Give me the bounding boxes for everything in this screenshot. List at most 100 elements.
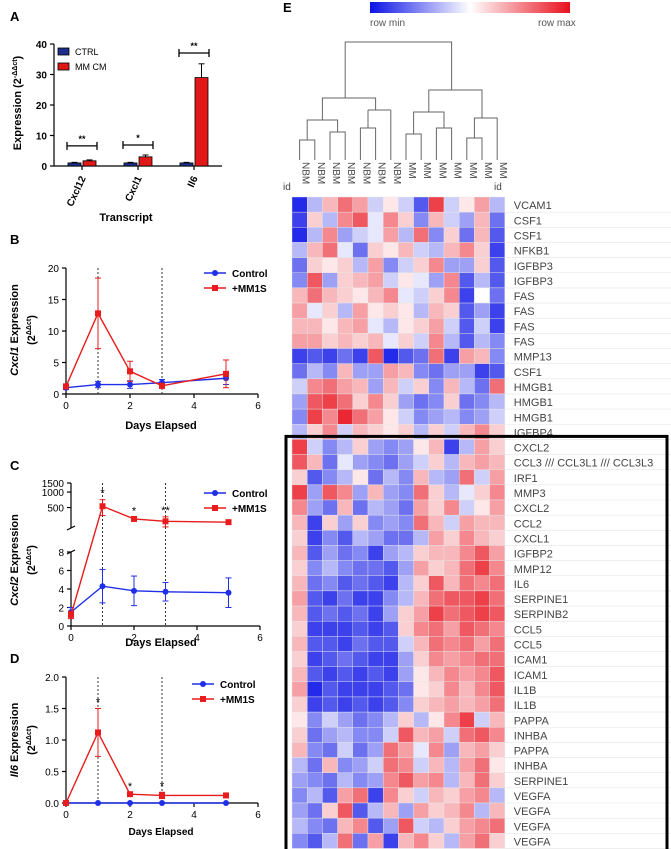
heatmap-cell <box>428 333 445 349</box>
heatmap-cell <box>383 211 399 228</box>
dendrogram-branch <box>321 97 391 120</box>
heatmap-cell <box>352 272 369 289</box>
heatmap-cell <box>398 257 414 273</box>
heatmap-cell <box>322 757 338 773</box>
heatmap-cell <box>443 378 460 395</box>
heatmap-cell <box>322 545 338 561</box>
heatmap-cell <box>367 454 384 470</box>
heatmap-row-label: CCL5 <box>514 624 542 636</box>
heatmap-cell <box>367 393 384 410</box>
heatmap-cell <box>352 727 369 743</box>
panel-a-xtick-label: Cxcl1 <box>123 174 144 203</box>
heatmap-cell <box>337 393 354 410</box>
heatmap-column-label: MM <box>406 162 417 179</box>
heatmap-cell <box>428 454 445 470</box>
heatmap-cell <box>307 287 323 304</box>
heatmap-cell <box>307 333 323 349</box>
dendrogram-branch <box>306 119 339 140</box>
heatmap-cell <box>322 242 338 258</box>
panel-d-point-control <box>95 800 101 806</box>
heatmap-cell <box>352 742 369 758</box>
heatmap-cell <box>398 621 414 637</box>
panel-a-bar <box>138 156 153 167</box>
heatmap-cell <box>383 772 399 789</box>
heatmap-cell <box>413 742 430 758</box>
heatmap-cell <box>367 742 384 758</box>
heatmap-cell <box>383 302 399 319</box>
panel-a-bar <box>67 162 82 167</box>
heatmap-cell <box>474 787 490 804</box>
heatmap-cell <box>367 575 384 592</box>
heatmap-cell <box>322 302 338 319</box>
heatmap-cell <box>322 454 338 470</box>
color-scale-bar <box>370 2 570 13</box>
heatmap-cell <box>459 636 475 652</box>
heatmap-cell <box>367 590 384 607</box>
heatmap-cell <box>337 287 354 304</box>
heatmap-cell <box>383 272 399 289</box>
heatmap-cell <box>367 227 384 243</box>
heatmap-cell <box>413 469 430 486</box>
heatmap-cell <box>443 636 460 652</box>
heatmap-cell <box>291 484 308 501</box>
heatmap-cell <box>474 242 490 258</box>
heatmap-cell <box>428 621 445 637</box>
heatmap-cell <box>383 833 399 849</box>
heatmap-cell <box>383 575 399 592</box>
panel-d-ytick-label: 0.5 <box>45 768 59 779</box>
heatmap-cell <box>307 560 323 576</box>
heatmap-cell <box>291 681 308 698</box>
heatmap-cell <box>428 696 445 713</box>
heatmap-cell <box>307 833 323 849</box>
heatmap-cell <box>398 348 414 364</box>
heatmap-cell <box>443 227 460 243</box>
heatmap-cell <box>307 757 323 773</box>
heatmap-cell <box>489 439 506 455</box>
heatmap-cell <box>428 408 445 425</box>
heatmap-cell <box>352 287 369 304</box>
heatmap-column-label: NBM <box>330 162 341 184</box>
heatmap-cell <box>428 378 445 395</box>
heatmap-cell <box>367 302 384 319</box>
heatmap-cell <box>307 242 323 258</box>
heatmap-cell <box>383 787 399 804</box>
heatmap-cell <box>459 393 475 410</box>
heatmap-cell <box>398 802 414 819</box>
heatmap-row-label: FAS <box>514 306 535 318</box>
heatmap-cell <box>489 454 506 470</box>
dendrogram-branch <box>413 111 445 134</box>
heatmap-cell <box>428 302 445 319</box>
heatmap-cell <box>413 514 430 531</box>
heatmap-cell <box>459 590 475 607</box>
heatmap-cell <box>352 802 369 819</box>
panel-c-ytick-label: 6 <box>58 567 64 578</box>
panel-c-ylabel-gene: Cxcl2 <box>9 577 21 606</box>
panel-c-xtick-label: 4 <box>194 633 200 644</box>
heatmap-cell <box>291 393 308 410</box>
heatmap-cell <box>352 378 369 395</box>
heatmap-cell <box>383 590 399 607</box>
panel-a-ylabel: Expression (2-ΔΔct) <box>12 55 24 150</box>
panel-d-legend-label: +MM1S <box>220 695 255 706</box>
heatmap-cell <box>428 348 445 364</box>
heatmap-cell <box>459 621 475 637</box>
heatmap-cell <box>337 242 354 258</box>
heatmap-cell <box>474 484 490 501</box>
heatmap-cell <box>337 348 354 364</box>
heatmap-cell <box>428 666 445 683</box>
heatmap-cell <box>474 651 490 667</box>
heatmap-row-label: IRF1 <box>514 473 538 485</box>
heatmap-cell <box>307 393 323 410</box>
heatmap-cell <box>398 439 414 455</box>
panel-d-point-mm1s <box>159 792 165 799</box>
heatmap-cell <box>459 227 475 243</box>
heatmap-cell <box>322 318 338 334</box>
heatmap-cell <box>474 287 490 304</box>
heatmap-dendrogram <box>299 41 498 160</box>
heatmap-corner-label: id <box>283 182 291 193</box>
heatmap-cell <box>337 575 354 592</box>
heatmap-row-label: CCL5 <box>514 640 542 652</box>
heatmap-cell <box>322 833 338 849</box>
heatmap-cell <box>459 817 475 834</box>
panel-b-xtick-label: 6 <box>255 401 261 412</box>
